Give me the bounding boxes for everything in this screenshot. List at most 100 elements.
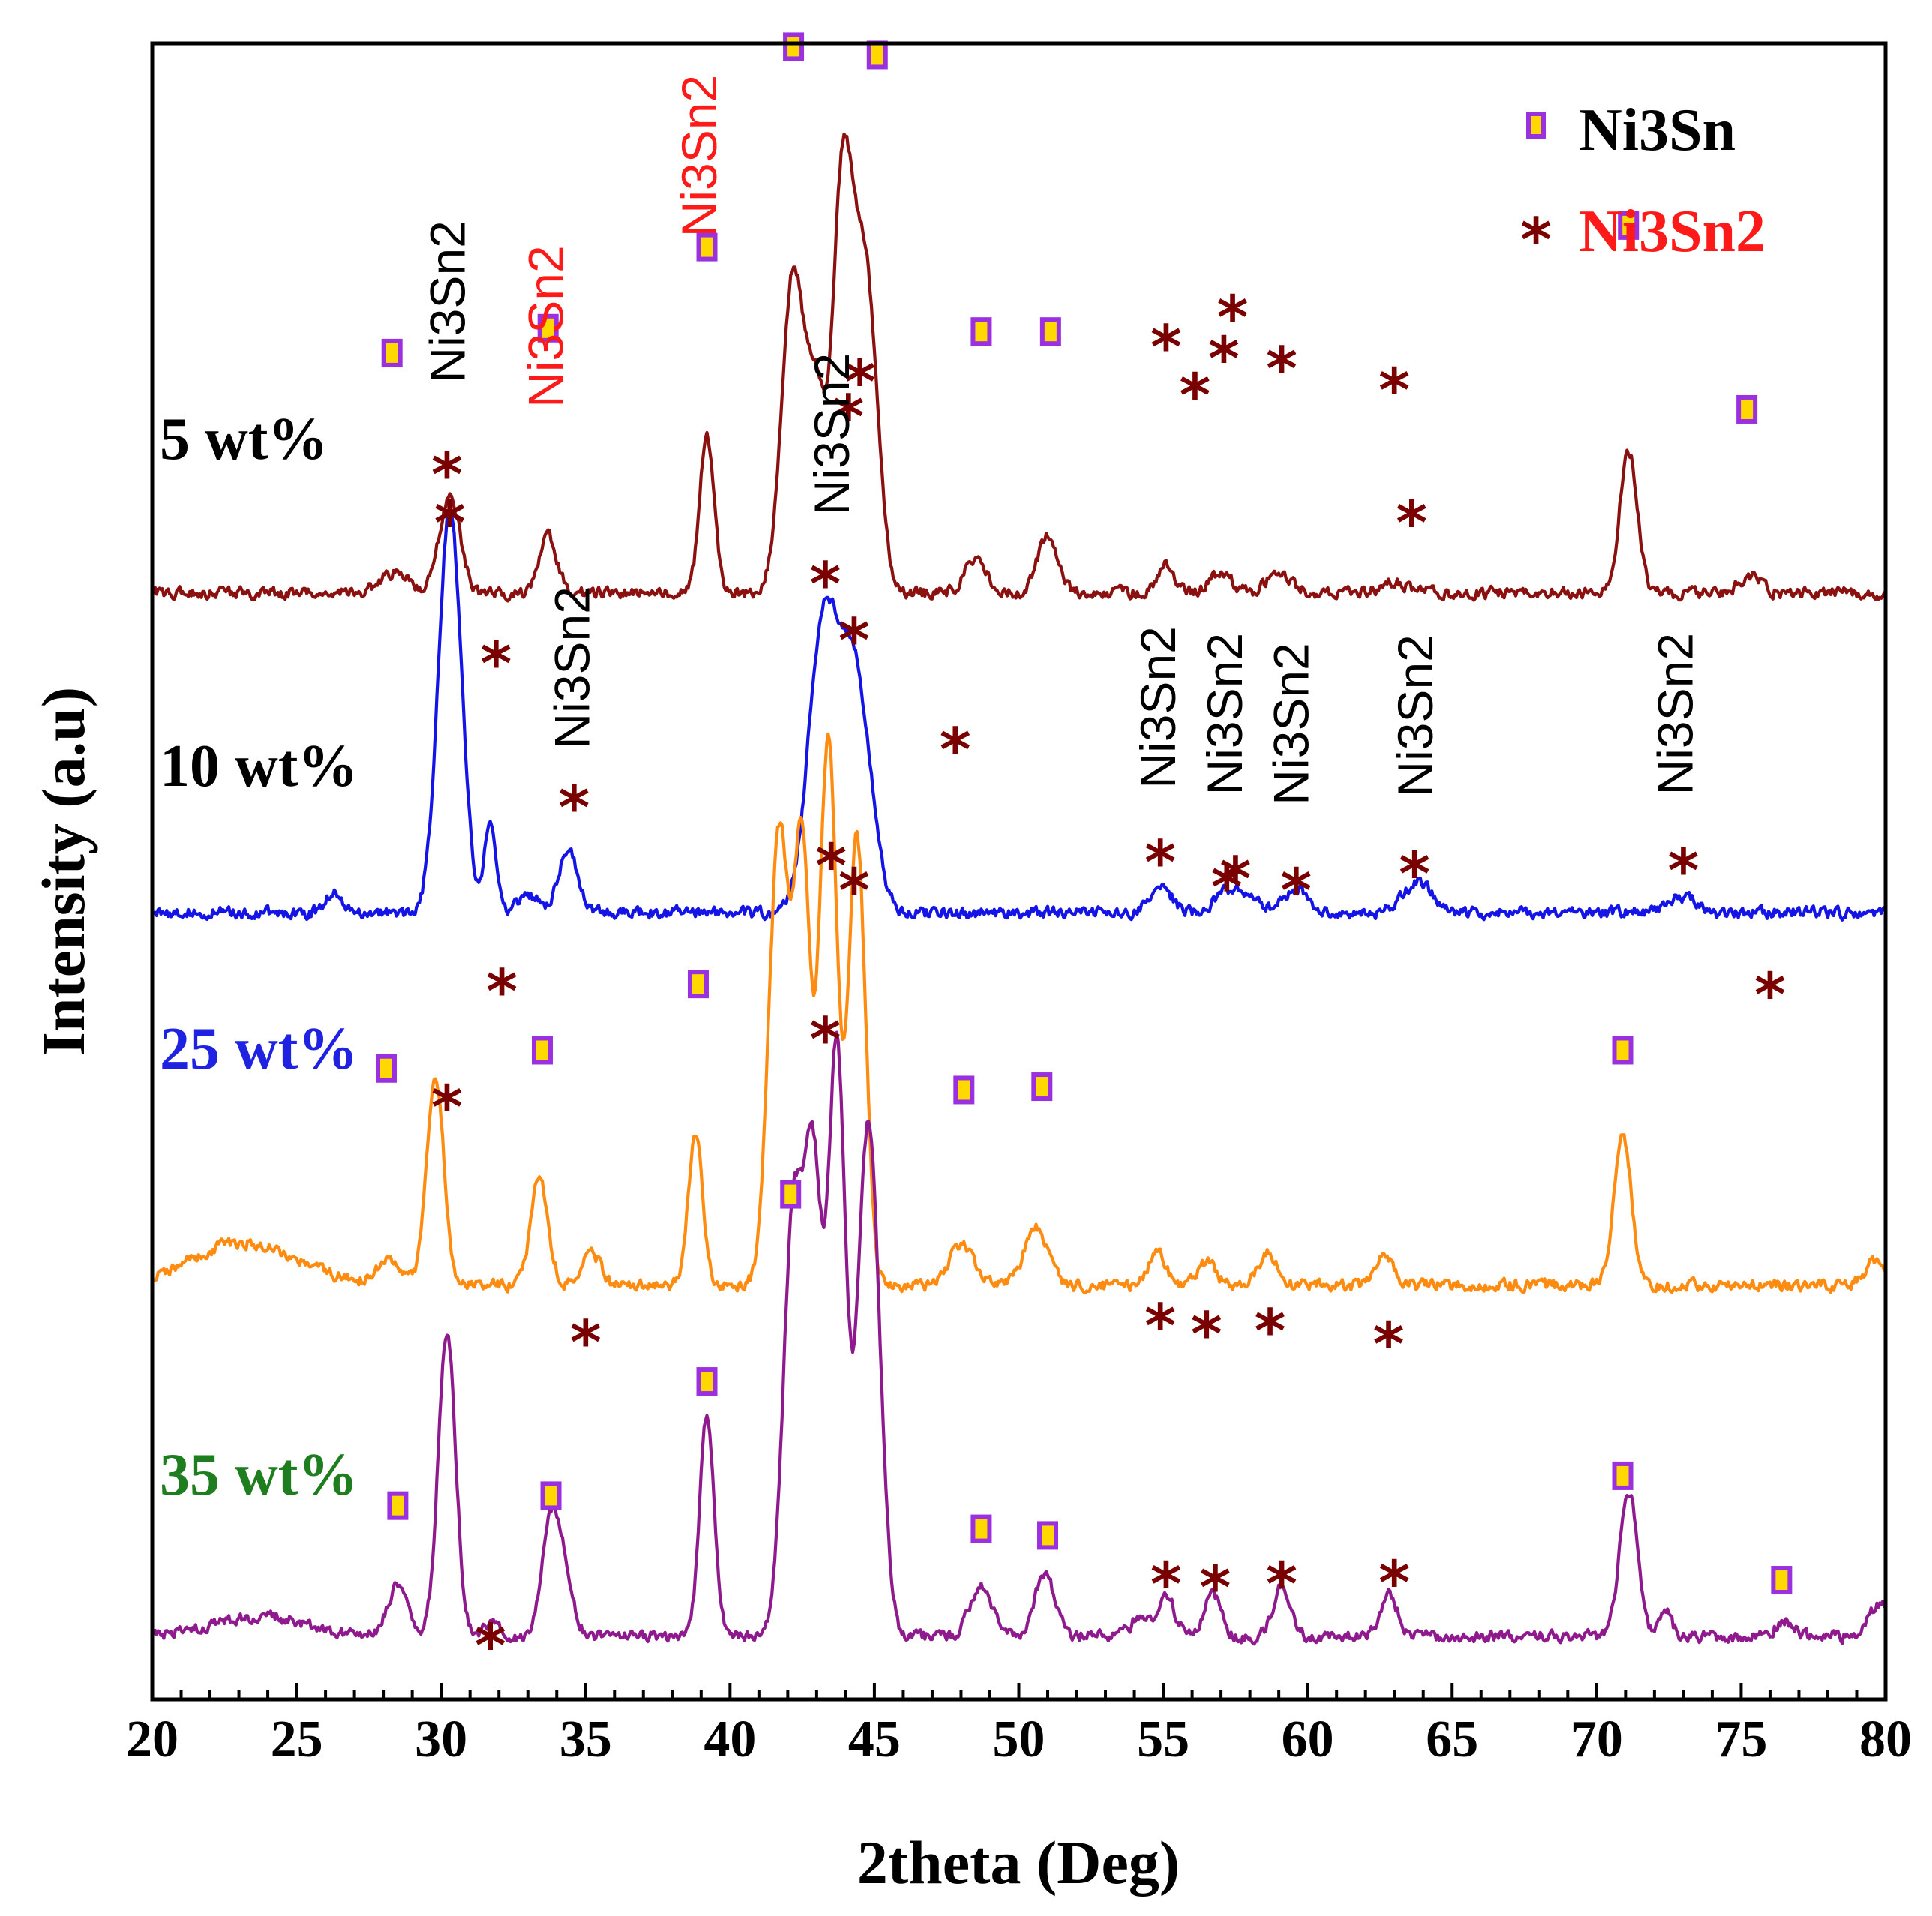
ni3sn2-star-marker: * bbox=[1378, 356, 1410, 426]
x-tick-label: 75 bbox=[1714, 1711, 1767, 1768]
ni3sn-square-marker bbox=[970, 317, 992, 346]
x-tick-label: 30 bbox=[415, 1711, 467, 1768]
legend-label-ni3sn2: Ni3Sn2 bbox=[1579, 199, 1766, 265]
ni3sn2-star-marker: * bbox=[1396, 488, 1427, 558]
peak-annotation: Ni3Sn2 bbox=[544, 586, 599, 748]
ni3sn2-star-marker: * bbox=[810, 1005, 842, 1075]
x-tick-label: 45 bbox=[848, 1711, 901, 1768]
plot-frame bbox=[150, 41, 1888, 1702]
series-label-25wt: 25 wt% bbox=[160, 1016, 358, 1082]
ni3sn-square-marker bbox=[1618, 211, 1640, 240]
ni3sn2-star-marker: * bbox=[844, 348, 876, 418]
ni3sn2-star-marker: * bbox=[1208, 325, 1240, 394]
ni3sn-square-marker bbox=[953, 1075, 975, 1105]
peak-annotation: Ni3Sn2 bbox=[1263, 643, 1318, 805]
ni3sn2-star-marker: * bbox=[815, 831, 847, 901]
ni3sn-square-marker bbox=[696, 232, 718, 262]
series-line-0 bbox=[150, 132, 1887, 603]
ni3sn2-star-marker: * bbox=[431, 440, 463, 510]
ni3sn2-star-marker: * bbox=[1378, 1548, 1410, 1618]
x-tick-label: 20 bbox=[126, 1711, 178, 1768]
ni3sn2-star-marker: * bbox=[1217, 283, 1249, 352]
ni3sn2-star-marker: * bbox=[558, 773, 590, 843]
peak-annotation: Ni3Sn2 bbox=[1648, 633, 1703, 795]
legend-square-icon bbox=[1526, 112, 1546, 139]
ni3sn2-star-marker: * bbox=[1180, 361, 1211, 430]
ni3sn-square-marker bbox=[1040, 317, 1061, 346]
series-label-10wt: 10 wt% bbox=[160, 733, 358, 799]
ni3sn-square-marker bbox=[1612, 1461, 1634, 1490]
ni3sn2-star-marker: * bbox=[434, 488, 466, 558]
ni3sn-square-marker bbox=[783, 32, 805, 61]
y-axis-title: Intensity (a.u) bbox=[29, 687, 98, 1056]
peak-annotation: Ni3Sn2 bbox=[518, 245, 574, 407]
ni3sn2-star-marker: * bbox=[1266, 1550, 1298, 1620]
ni3sn-square-marker bbox=[970, 1514, 992, 1543]
series-label-5wt: 5 wt% bbox=[160, 406, 328, 472]
peak-annotation: Ni3Sn2 bbox=[1197, 633, 1252, 795]
ni3sn-square-marker bbox=[537, 313, 559, 343]
peak-annotation: Ni3Sn2 bbox=[1388, 634, 1443, 796]
x-tick-label: 80 bbox=[1859, 1711, 1912, 1768]
ni3sn2-star-marker: * bbox=[1754, 961, 1786, 1030]
legend-label-ni3sn: Ni3Sn bbox=[1579, 97, 1736, 163]
ni3sn2-star-marker: * bbox=[475, 1611, 506, 1681]
x-axis-title: 2theta (Deg) bbox=[857, 1828, 1180, 1897]
ni3sn2-star-marker: * bbox=[480, 629, 512, 699]
legend: Ni3Sn * Ni3Sn2 bbox=[1520, 97, 1766, 275]
ni3sn2-star-marker: * bbox=[1150, 1550, 1182, 1620]
x-tick-label: 35 bbox=[560, 1711, 612, 1768]
series-line-1 bbox=[151, 505, 1888, 922]
ni3sn-square-marker bbox=[387, 1491, 409, 1520]
ni3sn-square-marker bbox=[687, 970, 709, 999]
ni3sn2-star-marker: * bbox=[570, 1308, 602, 1378]
ni3sn2-star-marker: * bbox=[940, 715, 971, 785]
ni3sn2-star-marker: * bbox=[838, 606, 870, 676]
plot-curves bbox=[150, 132, 1888, 1646]
ni3sn2-star-marker: * bbox=[1220, 844, 1251, 914]
ni3sn2-star-marker: * bbox=[1211, 853, 1243, 922]
ni3sn-square-marker bbox=[1037, 1521, 1059, 1550]
legend-star-icon: * bbox=[1520, 205, 1552, 275]
ni3sn2-star-marker: * bbox=[1399, 839, 1430, 909]
peak-annotation: Ni3Sn2 bbox=[1130, 626, 1186, 788]
peak-annotation: Ni3Sn2 bbox=[420, 220, 476, 382]
ni3sn-square-marker bbox=[531, 1036, 553, 1065]
ni3sn2-star-marker: * bbox=[1144, 828, 1176, 898]
ni3sn2-star-marker: * bbox=[1150, 313, 1182, 382]
ni3sn2-star-marker: * bbox=[1266, 334, 1298, 404]
ni3sn-square-marker bbox=[381, 338, 403, 367]
ni3sn2-star-marker: * bbox=[1667, 836, 1699, 906]
x-tick-label: 65 bbox=[1426, 1711, 1478, 1768]
ni3sn-square-marker bbox=[375, 1054, 397, 1083]
x-tick-label: 25 bbox=[271, 1711, 323, 1768]
ni3sn-square-marker bbox=[1031, 1072, 1053, 1102]
ni3sn2-star-marker: * bbox=[431, 1073, 463, 1143]
ni3sn2-star-marker: * bbox=[810, 550, 842, 619]
ni3sn-square-marker bbox=[540, 1481, 562, 1510]
ni3sn2-star-marker: * bbox=[1373, 1309, 1405, 1379]
x-tick-label: 40 bbox=[704, 1711, 756, 1768]
ni3sn2-star-marker: * bbox=[1255, 1297, 1286, 1366]
ni3sn-square-marker bbox=[1771, 1566, 1792, 1595]
series-line-2 bbox=[151, 732, 1888, 1294]
phase-markers: ************** * * * **** * * ** * * * ******* * * * bbox=[375, 32, 1792, 1681]
x-tick-label: 55 bbox=[1137, 1711, 1190, 1768]
ni3sn-square-marker bbox=[1736, 394, 1758, 424]
ni3sn2-star-marker: * bbox=[1144, 1291, 1176, 1361]
series-label-35wt: 35 wt% bbox=[160, 1442, 358, 1508]
ni3sn2-star-marker: * bbox=[486, 957, 518, 1027]
ni3sn-square-marker bbox=[780, 1180, 802, 1209]
ni3sn2-star-marker: * bbox=[832, 382, 864, 452]
ni3sn-square-marker bbox=[1612, 1036, 1634, 1065]
peak-annotation: Ni3Sn2 bbox=[671, 75, 727, 237]
ni3sn2-star-marker: * bbox=[838, 856, 870, 925]
ni3sn2-star-marker: * bbox=[1199, 1553, 1231, 1623]
x-tick-label: 50 bbox=[993, 1711, 1046, 1768]
x-tick-label: 70 bbox=[1570, 1711, 1623, 1768]
x-axis-ticks: 20 25 30 35 40 45 50 55 60 65 70 75 80 bbox=[126, 1683, 1912, 1768]
ni3sn-square-marker bbox=[866, 40, 888, 70]
ni3sn-square-marker bbox=[696, 1367, 718, 1396]
